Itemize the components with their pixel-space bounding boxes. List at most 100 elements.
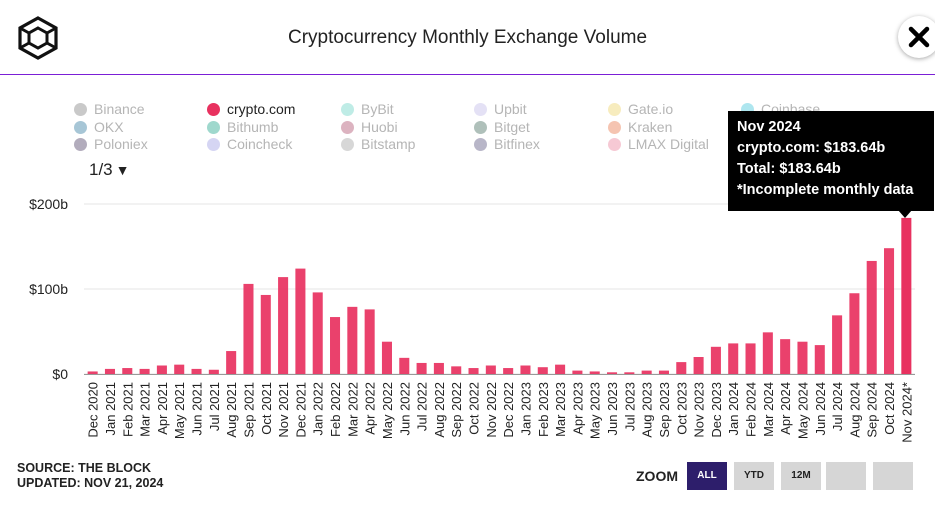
bar[interactable] xyxy=(589,371,600,374)
legend-item-huobi[interactable]: Huobi xyxy=(341,119,398,135)
bar[interactable] xyxy=(676,362,687,374)
chart-header: Cryptocurrency Monthly Exchange Volume xyxy=(0,0,935,75)
bar[interactable] xyxy=(485,365,496,375)
legend-marker xyxy=(74,121,87,134)
close-button[interactable] xyxy=(898,16,935,58)
x-tick-label: Sep 2023 xyxy=(657,382,672,438)
bar[interactable] xyxy=(260,294,271,374)
bar[interactable] xyxy=(797,341,808,374)
bar[interactable] xyxy=(555,364,566,374)
bar[interactable] xyxy=(87,371,98,374)
bar[interactable] xyxy=(710,346,721,374)
legend-item-bitfinex[interactable]: Bitfinex xyxy=(474,136,540,152)
x-tick-label: Nov 2022 xyxy=(484,382,499,438)
bar[interactable] xyxy=(468,368,479,374)
bar[interactable] xyxy=(433,362,444,374)
bar[interactable] xyxy=(139,368,150,374)
bar[interactable] xyxy=(451,366,462,374)
bar[interactable] xyxy=(208,369,219,374)
bar[interactable] xyxy=(780,339,791,374)
legend-marker xyxy=(608,138,621,151)
zoom-12m-button[interactable]: 12M xyxy=(781,462,821,490)
bar[interactable] xyxy=(174,364,185,374)
bar[interactable] xyxy=(278,277,289,374)
x-tick-label: Apr 2021 xyxy=(155,382,170,435)
bar[interactable] xyxy=(693,357,704,374)
x-tick-label: May 2022 xyxy=(380,382,395,439)
x-tick-label: Feb 2023 xyxy=(536,382,551,437)
legend-item-gate-io[interactable]: Gate.io xyxy=(608,101,673,117)
bar[interactable] xyxy=(884,248,895,374)
x-tick-label: Oct 2024 xyxy=(882,382,897,435)
the-block-logo-icon xyxy=(18,16,58,60)
bar[interactable] xyxy=(416,362,427,374)
legend-label: Upbit xyxy=(494,101,527,117)
bar[interactable] xyxy=(226,351,237,374)
legend-label: Coincheck xyxy=(227,136,293,152)
zoom-extra-button-1[interactable] xyxy=(826,462,866,490)
bar[interactable] xyxy=(849,293,860,374)
legend-next-page-arrow-icon[interactable]: ▼ xyxy=(115,162,130,178)
legend-label: Bitfinex xyxy=(494,136,540,152)
zoom-extra-button-2[interactable] xyxy=(873,462,913,490)
bar[interactable] xyxy=(572,370,583,374)
bar[interactable] xyxy=(503,368,514,374)
bar[interactable] xyxy=(347,306,358,374)
legend-item-poloniex[interactable]: Poloniex xyxy=(74,136,148,152)
bar[interactable] xyxy=(156,365,167,375)
bar[interactable] xyxy=(607,372,618,374)
x-tick-label: Nov 2023 xyxy=(692,382,707,438)
bar[interactable] xyxy=(537,367,548,374)
bar[interactable] xyxy=(399,357,410,374)
bar[interactable] xyxy=(762,332,773,374)
bar[interactable] xyxy=(104,368,115,374)
legend-item-okx[interactable]: OKX xyxy=(74,119,124,135)
bar[interactable] xyxy=(312,292,323,374)
x-tick-label: Sep 2021 xyxy=(241,382,256,438)
legend-item-coincheck[interactable]: Coincheck xyxy=(207,136,292,152)
tooltip-series-value: crypto.com: $183.64b xyxy=(737,140,886,156)
bar[interactable] xyxy=(381,341,392,374)
bar[interactable] xyxy=(243,283,254,374)
chart-tooltip: Nov 2024 crypto.com: $183.64b Total: $18… xyxy=(728,111,934,211)
bar[interactable] xyxy=(901,217,912,374)
bar[interactable] xyxy=(330,317,341,374)
bar[interactable] xyxy=(866,260,877,374)
x-tick-label: Nov 2021 xyxy=(276,382,291,438)
legend-item-bithumb[interactable]: Bithumb xyxy=(207,119,278,135)
bar[interactable] xyxy=(191,368,202,374)
zoom-all-button[interactable]: ALL xyxy=(687,462,727,490)
bar[interactable] xyxy=(728,343,739,374)
legend-item-kraken[interactable]: Kraken xyxy=(608,119,672,135)
legend-label: Bitget xyxy=(494,119,530,135)
zoom-ytd-button[interactable]: YTD xyxy=(734,462,774,490)
legend-item-bybit[interactable]: ByBit xyxy=(341,101,394,117)
source-label: SOURCE: THE BLOCK xyxy=(17,461,152,475)
x-tick-label: May 2021 xyxy=(172,382,187,439)
legend-item-upbit[interactable]: Upbit xyxy=(474,101,527,117)
close-icon xyxy=(908,26,930,48)
bar[interactable] xyxy=(520,365,531,375)
bar[interactable] xyxy=(364,309,375,374)
bar[interactable] xyxy=(745,343,756,374)
bar[interactable] xyxy=(295,268,306,374)
x-tick-label: Feb 2022 xyxy=(328,382,343,437)
x-tick-label: Mar 2021 xyxy=(138,382,153,437)
legend-label: crypto.com xyxy=(227,101,296,117)
legend-item-bitget[interactable]: Bitget xyxy=(474,119,530,135)
bar[interactable] xyxy=(658,370,669,374)
legend-label: OKX xyxy=(94,119,124,135)
x-tick-label: Jan 2021 xyxy=(103,382,118,436)
bar[interactable] xyxy=(832,315,843,374)
bar[interactable] xyxy=(641,370,652,374)
legend-item-crypto-com[interactable]: crypto.com xyxy=(207,101,295,117)
x-tick-label: Jun 2023 xyxy=(605,382,620,436)
legend-marker xyxy=(474,121,487,134)
legend-item-bitstamp[interactable]: Bitstamp xyxy=(341,136,415,152)
legend-item-lmax-digital[interactable]: LMAX Digital xyxy=(608,136,709,152)
bar[interactable] xyxy=(814,345,825,374)
legend-item-binance[interactable]: Binance xyxy=(74,101,145,117)
x-tick-label: May 2024 xyxy=(795,382,810,439)
bar[interactable] xyxy=(624,372,635,374)
bar[interactable] xyxy=(122,368,133,374)
